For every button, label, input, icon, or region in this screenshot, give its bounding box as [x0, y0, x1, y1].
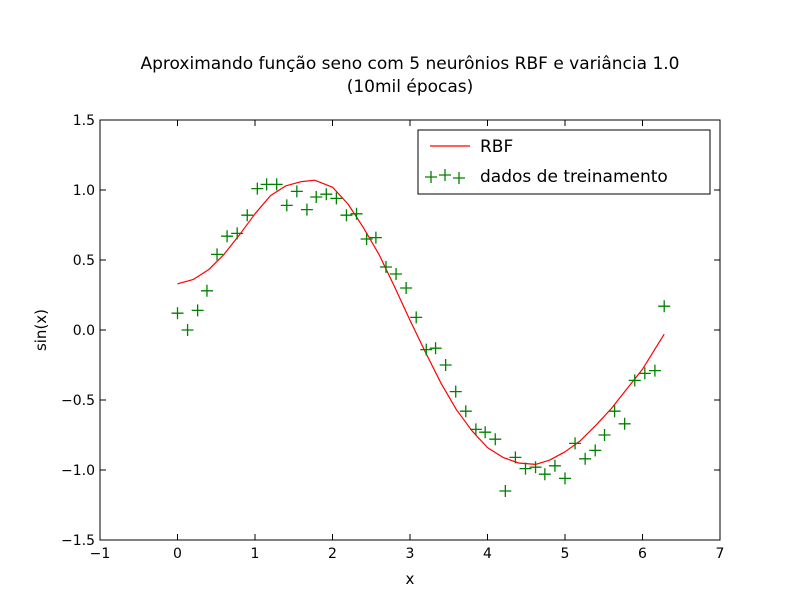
legend-rbf-label: RBF: [480, 137, 513, 157]
y-tick-label: −1.0: [61, 463, 95, 479]
x-tick-label: 3: [406, 546, 415, 562]
x-tick-label: 4: [483, 546, 492, 562]
x-tick-label: 0: [173, 546, 182, 562]
training-point: [420, 343, 433, 356]
x-tick-label: 5: [561, 546, 570, 562]
axis-ticks: −1 0 1 2 3 4 5 6 7 −1.5 −1.0 −0.5 0.0 0.5 1.0 1.5: [61, 113, 724, 562]
training-point: [320, 188, 333, 201]
legend: RBF dados de treinamento: [417, 129, 711, 195]
training-point: [300, 203, 313, 216]
y-tick-label: −1.5: [61, 533, 95, 549]
training-point: [469, 423, 482, 436]
x-tick-label: −1: [90, 546, 111, 562]
training-point: [589, 444, 602, 457]
training-point: [479, 426, 492, 439]
training-point: [439, 359, 452, 371]
legend-plus-marker: [439, 169, 451, 181]
training-point: [618, 417, 631, 430]
training-point: [648, 364, 661, 377]
training-point: [369, 231, 382, 244]
training-point: [559, 472, 571, 485]
training-point: [628, 374, 641, 387]
training-point: [200, 284, 213, 297]
training-point: [410, 311, 423, 324]
training-points: [171, 178, 671, 497]
y-tick-label: −0.5: [61, 393, 95, 409]
legend-training-label: dados de treinamento: [480, 167, 668, 187]
training-point: [638, 367, 651, 380]
y-tick-label: 0.0: [73, 323, 95, 339]
x-axis-label: x: [406, 570, 415, 588]
training-point: [251, 182, 264, 195]
training-point: [191, 304, 204, 317]
x-tick-label: 2: [328, 546, 337, 562]
training-point: [509, 451, 522, 464]
training-point: [499, 485, 512, 497]
training-point: [658, 300, 671, 313]
x-tick-label: 6: [638, 546, 647, 562]
training-point: [350, 207, 363, 220]
training-point: [390, 268, 403, 280]
training-point: [290, 185, 303, 198]
training-point: [519, 462, 532, 475]
training-point: [270, 178, 283, 191]
training-point: [181, 324, 194, 336]
training-point: [429, 342, 442, 355]
y-tick-label: 1.5: [73, 113, 95, 129]
training-point: [360, 233, 373, 245]
training-point: [538, 468, 551, 481]
x-tick-label: 7: [716, 546, 725, 562]
plot-content: [171, 178, 671, 497]
training-point: [489, 433, 502, 446]
legend-box: [417, 129, 711, 195]
legend-training-markers: [425, 169, 465, 184]
y-tick-label: 0.5: [73, 253, 95, 269]
training-point: [529, 461, 542, 474]
training-point: [330, 192, 343, 205]
training-point: [171, 307, 184, 320]
training-point: [280, 199, 293, 212]
training-point: [379, 261, 392, 273]
legend-plus-marker: [425, 171, 437, 183]
training-point: [449, 385, 462, 398]
training-point: [231, 227, 244, 240]
legend-plus-marker: [453, 172, 465, 184]
training-point: [598, 429, 611, 441]
chart-title-line-2: (10mil épocas): [347, 77, 474, 97]
training-point: [400, 282, 413, 294]
training-point: [569, 437, 582, 450]
training-point: [310, 191, 323, 203]
x-tick-label: 1: [251, 546, 260, 562]
training-point: [548, 459, 561, 472]
training-point: [340, 209, 353, 222]
y-axis-label: sin(x): [32, 309, 50, 351]
chart-title-line-1: Aproximando função seno com 5 neurônios …: [141, 54, 680, 74]
training-point: [579, 452, 592, 465]
training-point: [260, 178, 273, 191]
training-point: [459, 405, 472, 418]
training-point: [241, 209, 254, 222]
y-tick-label: 1.0: [73, 183, 95, 199]
training-point: [211, 248, 224, 261]
training-point: [221, 230, 234, 243]
rbf-line: [177, 179, 665, 465]
training-point: [608, 405, 621, 418]
